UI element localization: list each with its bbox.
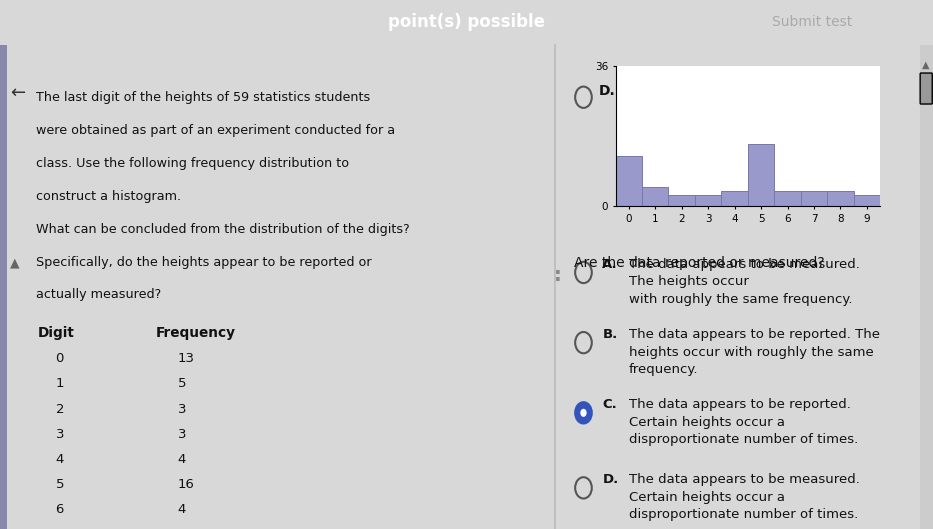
Bar [774,191,801,206]
Circle shape [580,409,587,417]
Text: ▲: ▲ [10,256,20,269]
Text: The data appears to be measured.
Certain heights occur a
disproportionate number: The data appears to be measured. Certain… [629,473,859,522]
Bar [616,156,642,206]
Text: point(s) possible: point(s) possible [388,13,545,32]
FancyBboxPatch shape [920,73,932,104]
Text: Specifically, do the heights appear to be reported or: Specifically, do the heights appear to b… [36,256,371,269]
Text: ▲: ▲ [923,59,930,69]
Text: D.: D. [599,84,616,98]
Text: 6: 6 [56,504,63,516]
Text: Submit test: Submit test [772,15,852,30]
Text: Are the data reported or measured?: Are the data reported or measured? [574,256,825,269]
Text: The data appears to be reported.
Certain heights occur a
disproportionate number: The data appears to be reported. Certain… [629,398,858,446]
Bar [854,195,880,206]
Text: A.: A. [603,258,618,271]
Bar [920,45,933,529]
Bar [828,191,854,206]
Text: class. Use the following frequency distribution to: class. Use the following frequency distr… [36,157,349,170]
Text: 2: 2 [56,403,64,416]
Text: The data appears to be reported. The
heights occur with roughly the same
frequen: The data appears to be reported. The hei… [629,328,880,376]
Text: 13: 13 [177,352,195,366]
Text: 0: 0 [56,352,63,366]
Bar [642,187,668,206]
Text: 3: 3 [177,403,187,416]
Text: Digit: Digit [37,326,75,340]
Text: Frequency: Frequency [156,326,235,340]
Text: construct a histogram.: construct a histogram. [36,190,181,203]
Bar [695,195,721,206]
Text: C.: C. [603,398,617,412]
Text: 3: 3 [56,428,64,441]
Text: 4: 4 [177,504,186,516]
Text: 4: 4 [56,453,63,466]
Text: ←: ← [10,84,25,103]
Text: 3: 3 [177,428,187,441]
Text: D.: D. [603,473,619,486]
Text: 5: 5 [177,378,187,390]
Text: :: : [554,266,562,285]
Text: What can be concluded from the distribution of the digits?: What can be concluded from the distribut… [36,223,410,235]
Text: were obtained as part of an experiment conducted for a: were obtained as part of an experiment c… [36,124,396,137]
Bar [721,191,748,206]
Bar [0,45,7,529]
Text: 5: 5 [56,478,64,491]
Text: 1: 1 [56,378,64,390]
Text: actually measured?: actually measured? [36,288,161,302]
Text: 16: 16 [177,478,194,491]
Text: The data appears to be measured.
The heights occur
with roughly the same frequen: The data appears to be measured. The hei… [629,258,859,306]
Circle shape [575,402,592,424]
Text: The last digit of the heights of 59 statistics students: The last digit of the heights of 59 stat… [36,91,370,104]
Bar [668,195,695,206]
Text: 4: 4 [177,453,186,466]
Bar [748,144,774,206]
Bar [801,191,828,206]
Text: B.: B. [603,328,618,341]
